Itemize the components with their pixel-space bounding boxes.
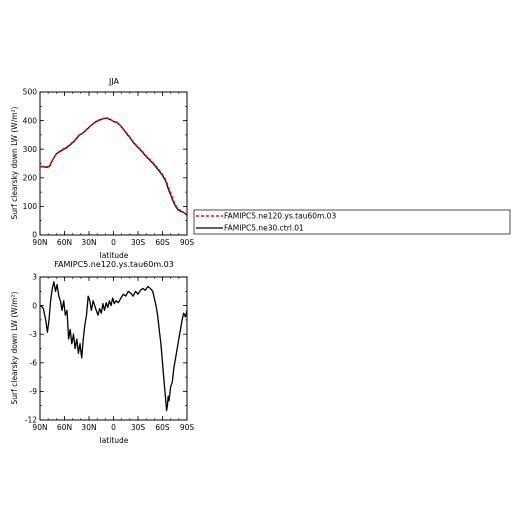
series-line xyxy=(40,281,188,412)
y-tick-label: 400 xyxy=(23,116,38,125)
bottom-title: FAMIPC5.ne120.ys.tau60m.03 xyxy=(54,260,174,269)
x-tick-label: 90N xyxy=(32,423,47,432)
x-tick-label: 60S xyxy=(155,423,170,432)
top-panel: JJA 90N 60N 30N 0 30S 60S 90S 0 100 200 300 400 500… xyxy=(10,77,194,260)
y-tick-label: 0 xyxy=(32,231,37,240)
top-y-axis-label: Surf clearsky down LW (W/m²) xyxy=(10,106,19,219)
x-tick-label: 90S xyxy=(180,423,195,432)
x-tick-label: 90N xyxy=(32,238,47,247)
legend: FAMIPC5.ne120.ys.tau60m.03 FAMIPC5.ne30.… xyxy=(193,209,511,235)
legend-label-1: FAMIPC5.ne30.ctrl.01 xyxy=(224,224,304,233)
y-tick-label: 200 xyxy=(23,174,38,183)
legend-label-0: FAMIPC5.ne120.ys.tau60m.03 xyxy=(224,212,336,221)
series-line xyxy=(40,117,188,216)
top-x-ticks: 90N 60N 30N 0 30S 60S 90S xyxy=(32,92,194,247)
y-tick-label: 3 xyxy=(32,273,37,282)
x-tick-label: 0 xyxy=(111,423,116,432)
y-tick-label: 0 xyxy=(32,301,37,310)
bottom-y-ticks: -12 -9 -6 -3 0 3 xyxy=(25,273,187,425)
y-tick-label: -6 xyxy=(30,359,38,368)
y-tick-label: 500 xyxy=(23,88,38,97)
x-tick-label: 30N xyxy=(81,238,96,247)
y-tick-label: -9 xyxy=(30,387,38,396)
x-tick-label: 30S xyxy=(131,238,146,247)
x-tick-label: 30N xyxy=(81,423,96,432)
y-tick-label: -12 xyxy=(25,416,37,425)
top-title: JJA xyxy=(108,77,120,86)
top-y-ticks: 0 100 200 300 400 500 xyxy=(23,88,187,240)
bottom-panel: FAMIPC5.ne120.ys.tau60m.03 90N 60N 30N 0 30S… xyxy=(10,260,194,445)
x-tick-label: 60S xyxy=(155,238,170,247)
bottom-y-axis-label: Surf clearsky down LW (W/m²) xyxy=(10,291,19,404)
x-tick-label: 90S xyxy=(180,238,195,247)
y-tick-label: -3 xyxy=(30,330,38,339)
x-tick-label: 60N xyxy=(57,238,72,247)
y-tick-label: 100 xyxy=(23,202,38,211)
legend-box xyxy=(193,209,511,235)
bottom-x-axis-label: latitude xyxy=(100,436,129,445)
bottom-x-ticks: 90N 60N 30N 0 30S 60S 90S xyxy=(32,277,194,432)
top-plot-frame xyxy=(39,91,188,236)
x-tick-label: 30S xyxy=(131,423,146,432)
series-line xyxy=(40,117,188,216)
top-x-axis-label: latitude xyxy=(100,251,129,260)
top-plot-area xyxy=(40,117,188,216)
x-tick-label: 60N xyxy=(57,423,72,432)
x-tick-label: 0 xyxy=(111,238,116,247)
bottom-plot-area xyxy=(40,281,188,412)
y-tick-label: 300 xyxy=(23,145,38,154)
